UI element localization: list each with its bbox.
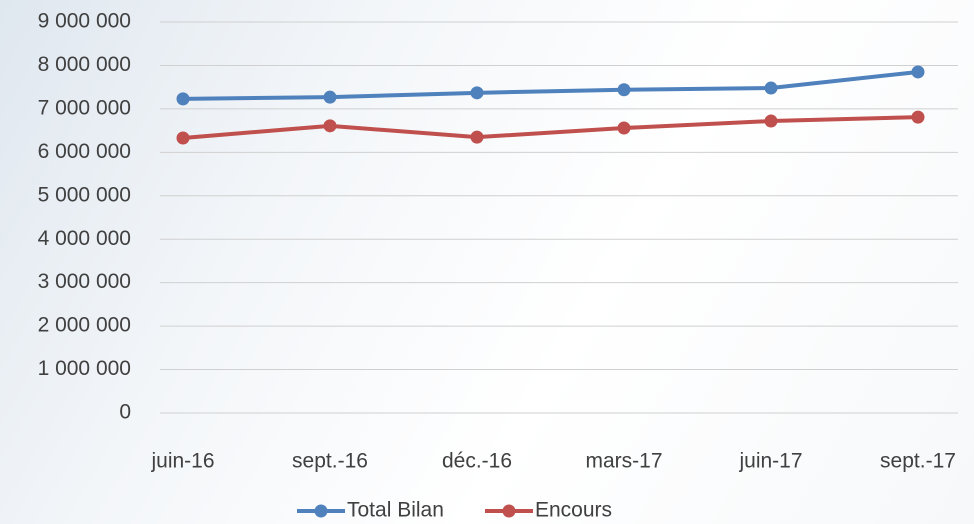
data-point xyxy=(764,114,778,128)
y-tick-label: 8 000 000 xyxy=(38,53,131,76)
y-tick-label: 1 000 000 xyxy=(38,357,131,380)
y-tick-label: 5 000 000 xyxy=(38,183,131,206)
data-point xyxy=(617,83,631,97)
data-point xyxy=(617,121,631,135)
legend-marker xyxy=(314,504,328,518)
y-tick-label: 0 xyxy=(119,401,131,424)
series-line xyxy=(182,115,919,140)
x-tick-label: déc.-16 xyxy=(442,450,512,473)
legend-marker xyxy=(502,504,516,518)
data-point xyxy=(911,110,925,124)
data-point xyxy=(323,119,337,133)
x-tick-label: sept.-17 xyxy=(880,450,956,473)
y-tick-label: 2 000 000 xyxy=(38,314,131,337)
y-tick-label: 4 000 000 xyxy=(38,227,131,250)
x-tick-label: juin-16 xyxy=(150,450,214,473)
data-point xyxy=(470,130,484,144)
y-tick-label: 9 000 000 xyxy=(38,10,131,33)
x-tick-label: juin-17 xyxy=(738,450,802,473)
series-line xyxy=(182,69,919,101)
data-point xyxy=(911,65,925,79)
y-tick-label: 7 000 000 xyxy=(38,96,131,119)
data-point xyxy=(176,131,190,145)
legend-label: Total Bilan xyxy=(347,499,444,522)
data-point xyxy=(764,81,778,95)
x-tick-label: mars-17 xyxy=(585,450,662,473)
x-tick-label: sept.-16 xyxy=(292,450,368,473)
legend-label: Encours xyxy=(535,499,612,522)
data-point xyxy=(470,86,484,100)
y-tick-label: 3 000 000 xyxy=(38,270,131,293)
data-point xyxy=(323,90,337,104)
data-point xyxy=(176,92,190,106)
y-tick-label: 6 000 000 xyxy=(38,140,131,163)
